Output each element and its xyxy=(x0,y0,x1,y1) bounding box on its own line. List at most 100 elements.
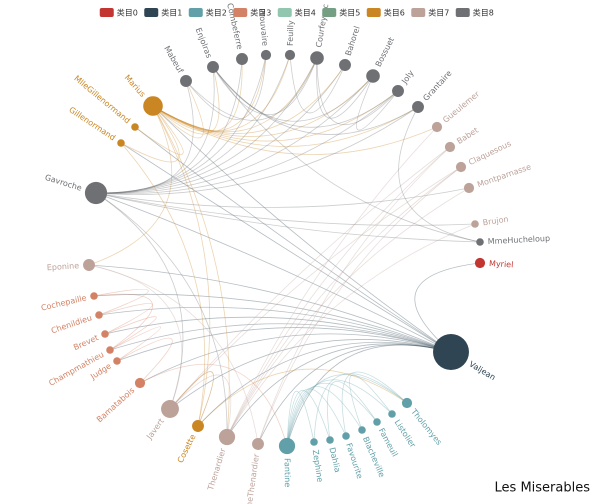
link xyxy=(95,58,243,194)
node[interactable] xyxy=(342,432,350,440)
link xyxy=(152,90,399,142)
link xyxy=(139,333,452,384)
node-label: Favourite xyxy=(344,442,364,480)
node[interactable] xyxy=(326,436,334,444)
node[interactable] xyxy=(134,377,146,389)
node[interactable] xyxy=(278,437,296,455)
link xyxy=(120,142,452,353)
legend: 类目0 类目1 类目2 类目3 类目4 类目5 类目6 类目7 类目8 xyxy=(99,8,494,18)
legend-text[interactable]: 类目7 xyxy=(428,8,449,18)
node-label: Cochepaille xyxy=(40,293,87,312)
node[interactable] xyxy=(131,123,139,131)
legend-swatch[interactable] xyxy=(188,8,203,17)
node[interactable] xyxy=(366,69,380,83)
node[interactable] xyxy=(207,61,219,73)
legend-text[interactable]: 类目4 xyxy=(295,8,316,18)
node-label: Claquesous xyxy=(467,139,512,167)
legend-swatch[interactable] xyxy=(144,8,159,17)
node[interactable] xyxy=(401,397,413,409)
node[interactable] xyxy=(161,400,179,418)
legend-text[interactable]: 类目3 xyxy=(250,8,271,18)
node[interactable] xyxy=(431,121,443,133)
node[interactable] xyxy=(476,238,484,246)
node[interactable] xyxy=(84,181,108,205)
node-label: Bahorel xyxy=(344,25,362,57)
node[interactable] xyxy=(106,346,114,354)
node-label: Thenardier xyxy=(206,447,228,493)
node[interactable] xyxy=(284,49,296,61)
legend-swatch[interactable] xyxy=(233,8,248,17)
link xyxy=(316,57,374,119)
link xyxy=(152,75,374,137)
legend-swatch[interactable] xyxy=(322,8,337,17)
link xyxy=(95,54,267,194)
node[interactable] xyxy=(471,220,479,228)
node[interactable] xyxy=(83,259,95,271)
node[interactable] xyxy=(310,438,318,446)
link xyxy=(226,126,438,438)
node[interactable] xyxy=(192,420,204,432)
node[interactable] xyxy=(117,139,125,147)
node[interactable] xyxy=(95,311,103,319)
link xyxy=(349,374,393,431)
legend-text[interactable]: 类目1 xyxy=(161,8,182,18)
node[interactable] xyxy=(180,75,192,87)
node[interactable] xyxy=(339,59,351,71)
node-label: Prouvaire xyxy=(257,8,270,46)
node[interactable] xyxy=(90,292,98,300)
link xyxy=(212,57,318,116)
node[interactable] xyxy=(113,357,121,365)
link xyxy=(104,316,452,353)
node[interactable] xyxy=(236,53,248,65)
link xyxy=(104,316,157,351)
link xyxy=(257,344,452,445)
node-label: Chenildieu xyxy=(50,313,93,335)
node[interactable] xyxy=(101,330,109,338)
link xyxy=(257,146,451,445)
link xyxy=(152,105,230,438)
node-label: Zephine xyxy=(311,449,325,483)
node-label: Marius xyxy=(123,73,147,99)
legend-text[interactable]: 类目6 xyxy=(384,8,405,18)
link xyxy=(120,105,180,163)
node[interactable] xyxy=(252,438,264,450)
link xyxy=(212,66,481,243)
link xyxy=(109,326,162,362)
legend-text[interactable]: 类目2 xyxy=(206,8,227,18)
link xyxy=(226,187,470,438)
legend-swatch[interactable] xyxy=(366,8,381,17)
link xyxy=(286,374,408,447)
node-label: Grantaire xyxy=(421,69,453,103)
legend-swatch[interactable] xyxy=(455,8,470,17)
link xyxy=(120,142,206,427)
legend-text[interactable]: 类目8 xyxy=(473,8,494,18)
link xyxy=(95,192,184,410)
node[interactable] xyxy=(218,428,236,446)
node[interactable] xyxy=(463,182,475,194)
node[interactable] xyxy=(392,85,404,97)
link xyxy=(93,288,149,316)
link xyxy=(169,339,452,410)
link xyxy=(212,66,419,135)
node-label: Valjean xyxy=(468,359,498,382)
node[interactable] xyxy=(260,49,272,61)
legend-text[interactable]: 类目5 xyxy=(339,8,360,18)
node[interactable] xyxy=(143,96,163,116)
node[interactable] xyxy=(412,101,424,113)
link xyxy=(95,66,215,194)
legend-swatch[interactable] xyxy=(411,8,426,17)
link xyxy=(152,105,211,427)
link xyxy=(93,293,452,353)
node[interactable] xyxy=(455,161,467,173)
node[interactable] xyxy=(358,426,366,434)
legend-swatch[interactable] xyxy=(277,8,292,17)
node[interactable] xyxy=(310,51,324,65)
node[interactable] xyxy=(388,410,396,418)
legend-text[interactable]: 类目0 xyxy=(117,8,138,18)
node[interactable] xyxy=(433,334,469,370)
node[interactable] xyxy=(444,141,456,153)
link xyxy=(197,341,452,427)
legend-swatch[interactable] xyxy=(99,8,114,17)
node[interactable] xyxy=(373,418,381,426)
node[interactable] xyxy=(474,257,486,269)
